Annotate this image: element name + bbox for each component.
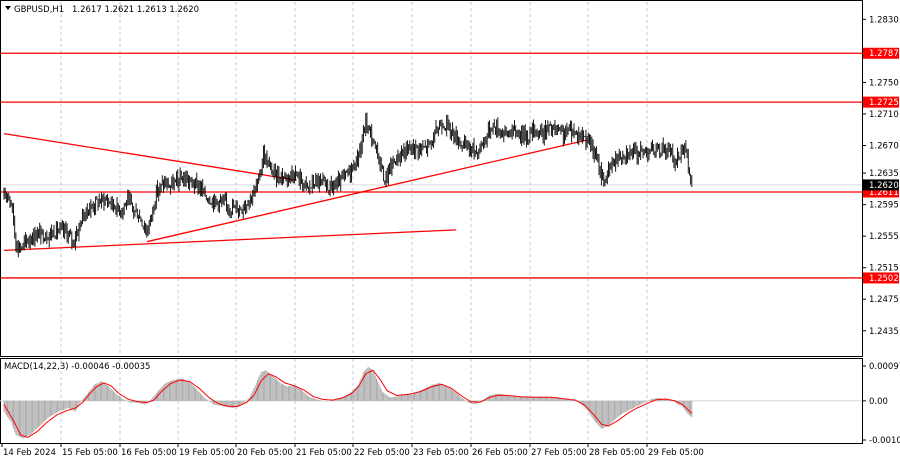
current-price-tag xyxy=(863,179,899,191)
grid xyxy=(0,2,862,443)
time-tick-label: 19 Feb 05:00 xyxy=(179,448,235,458)
support-resistance-levels xyxy=(1,52,862,279)
time-tick-label: 16 Feb 05:00 xyxy=(121,448,177,458)
price-tick-label: 1.2710 xyxy=(869,110,899,120)
ohlc-readout: 1.2617 1.2621 1.2613 1.2620 xyxy=(72,5,199,15)
price-panel-frame xyxy=(0,0,863,357)
price-tick-label: 1.2635 xyxy=(869,169,899,179)
price-tick-label: 1.2555 xyxy=(869,232,899,242)
macd-tick-label: 0.00 xyxy=(869,397,888,407)
time-tick-label: 23 Feb 05:00 xyxy=(413,448,469,458)
time-tick-label: 14 Feb 2024 xyxy=(3,448,56,458)
symbol-label: GBPUSD,H1 xyxy=(14,5,64,15)
trendline-descending[interactable] xyxy=(3,133,297,181)
price-tick-label: 1.2475 xyxy=(869,295,899,305)
level-price-tag xyxy=(863,186,899,198)
time-tick-label: 22 Feb 05:00 xyxy=(354,448,410,458)
price-tick-label: 1.2750 xyxy=(869,78,899,88)
price-axis: 1.2830 1.2750 1.2710 1.2670 1.2635 1.2595 1.25… xyxy=(862,15,899,337)
time-tick-label: 29 Feb 05:00 xyxy=(648,448,704,458)
trendline-lower-support[interactable] xyxy=(3,229,457,252)
trendlines xyxy=(3,133,588,252)
price-tick-label: 1.2830 xyxy=(869,15,899,25)
level-price-label: 1.2787 xyxy=(869,49,899,59)
level-labels: 1.2787 1.2725 1.2611 1.2502 1.2620 xyxy=(863,47,899,284)
time-tick-label: 27 Feb 05:00 xyxy=(531,448,587,458)
time-tick-label: 21 Feb 05:00 xyxy=(296,448,352,458)
price-tick-label: 1.2435 xyxy=(869,327,899,337)
trendline-ascending[interactable] xyxy=(146,139,588,243)
symbol-dropdown-icon[interactable] xyxy=(5,6,11,10)
macd-signal-line xyxy=(3,369,693,439)
candles xyxy=(3,112,693,258)
price-tick-label: 1.2670 xyxy=(869,141,899,151)
macd-title: MACD(14,22,3) -0.00046 -0.00035 xyxy=(4,362,150,372)
macd-axis: 0.00097 0.00 -0.00109 xyxy=(862,362,900,446)
level-price-label: 1.2725 xyxy=(869,98,899,108)
macd-tick-label: -0.00109 xyxy=(869,436,900,446)
level-price-tag xyxy=(863,47,899,59)
time-axis: 14 Feb 2024 15 Feb 05:00 16 Feb 05:00 19 Fe… xyxy=(1,443,704,458)
current-price-label: 1.2620 xyxy=(869,181,899,191)
level-price-label: 1.2502 xyxy=(869,274,899,284)
time-tick-label: 26 Feb 05:00 xyxy=(472,448,528,458)
level-price-tag xyxy=(863,96,899,108)
macd-tick-label: 0.00097 xyxy=(869,362,900,372)
time-tick-label: 15 Feb 05:00 xyxy=(62,448,118,458)
macd-signal-path xyxy=(3,369,693,439)
price-tick-label: 1.2595 xyxy=(869,201,899,211)
level-price-tag xyxy=(863,272,899,284)
time-tick-label: 20 Feb 05:00 xyxy=(237,448,293,458)
price-tick-label: 1.2515 xyxy=(869,264,899,274)
macd-histogram xyxy=(3,366,693,439)
level-price-label: 1.2611 xyxy=(869,188,899,198)
time-tick-label: 28 Feb 05:00 xyxy=(589,448,645,458)
